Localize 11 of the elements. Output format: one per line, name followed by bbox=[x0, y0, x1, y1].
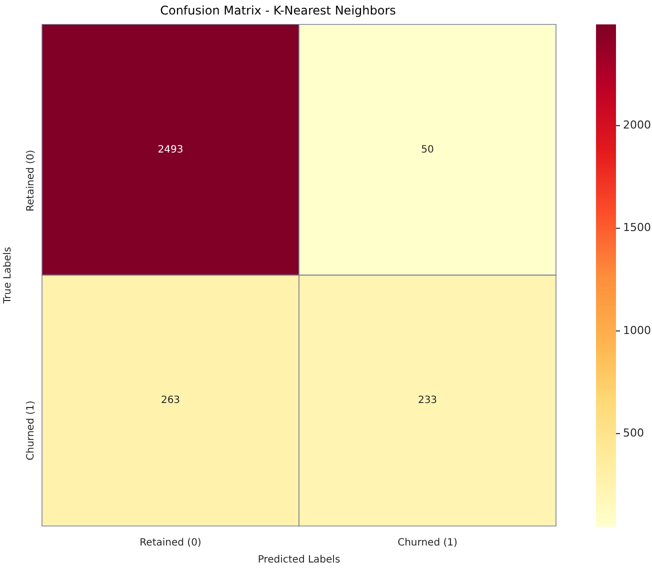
data-label: 233 bbox=[418, 395, 438, 406]
x-axis-title: Predicted Labels bbox=[258, 554, 340, 566]
color-bar-label: 500 bbox=[623, 426, 644, 440]
data-label: 50 bbox=[421, 144, 434, 156]
data-label: 2493 bbox=[158, 144, 184, 156]
chart-title: Confusion Matrix - K-Nearest Neighbors bbox=[160, 3, 396, 18]
color-bar-label: 1000 bbox=[623, 324, 651, 337]
color-bar-label: 2000 bbox=[623, 118, 651, 132]
color-bar-label: 1500 bbox=[623, 221, 651, 234]
y-axis-title: True Labels bbox=[2, 246, 14, 305]
data-label: 263 bbox=[160, 395, 180, 406]
